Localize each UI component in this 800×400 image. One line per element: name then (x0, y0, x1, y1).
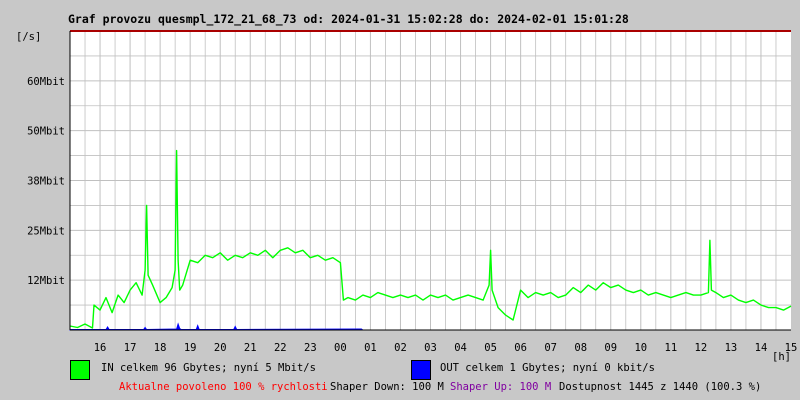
series-in-line (69, 149, 792, 329)
x-tick-label: 12 (695, 342, 708, 354)
x-tick-label: 03 (424, 342, 437, 354)
x-tick-label: 23 (304, 342, 317, 354)
x-tick-label: 08 (574, 342, 587, 354)
x-tick-label: 05 (484, 342, 497, 354)
footer-availability: Dostupnost 1445 z 1440 (100.3 %) (559, 381, 762, 393)
x-tick-label: 14 (755, 342, 768, 354)
x-tick-label: 15 (785, 342, 798, 354)
legend-in-label: IN celkem 96 Gbytes; nyní 5 Mbit/s (101, 362, 316, 374)
x-tick-label: 20 (214, 342, 227, 354)
footer-shaper-up: Shaper Up: 100 M (450, 381, 552, 393)
y-tick-label: 60Mbit (27, 76, 65, 88)
x-tick-label: 04 (454, 342, 467, 354)
y-axis-unit-label: [/s] (16, 31, 42, 43)
x-tick-label: 21 (244, 342, 257, 354)
tick-labels: 16 17 18 19 20 21 22 23 00 01 02 03 04 05 06 07 08 09 10 11… (27, 76, 797, 354)
series-layer (69, 149, 792, 331)
x-tick-label: 07 (544, 342, 557, 354)
x-tick-label: 19 (184, 342, 197, 354)
x-tick-label: 02 (394, 342, 407, 354)
x-tick-label: 22 (274, 342, 287, 354)
y-tick-label: 38Mbit (27, 176, 65, 188)
x-tick-label: 10 (634, 342, 647, 354)
x-tick-label: 00 (334, 342, 347, 354)
legend-out-swatch (411, 360, 431, 380)
y-tick-label: 12Mbit (27, 275, 65, 287)
x-tick-label: 09 (604, 342, 617, 354)
x-tick-label: 06 (514, 342, 527, 354)
x-tick-label: 13 (725, 342, 738, 354)
x-tick-label: 11 (665, 342, 678, 354)
legend-in-swatch (70, 360, 90, 380)
footer-allowed-speed: Aktualne povoleno 100 % rychlosti (119, 381, 328, 393)
x-tick-label: 17 (124, 342, 137, 354)
y-tick-label: 25Mbit (27, 225, 65, 237)
legend-out-label: OUT celkem 1 Gbytes; nyní 0 kbit/s (440, 362, 655, 374)
chart-title: Graf provozu quesmpl_172_21_68_73 od: 20… (68, 12, 629, 26)
x-axis-unit-label: [h] (772, 351, 791, 363)
grid-lines (70, 31, 791, 330)
y-tick-label: 50Mbit (27, 126, 65, 138)
x-tick-label: 16 (94, 342, 107, 354)
footer-shaper-down: Shaper Down: 100 M (330, 381, 444, 393)
series-out-area (69, 322, 791, 331)
x-tick-label: 18 (154, 342, 167, 354)
x-tick-label: 01 (364, 342, 377, 354)
